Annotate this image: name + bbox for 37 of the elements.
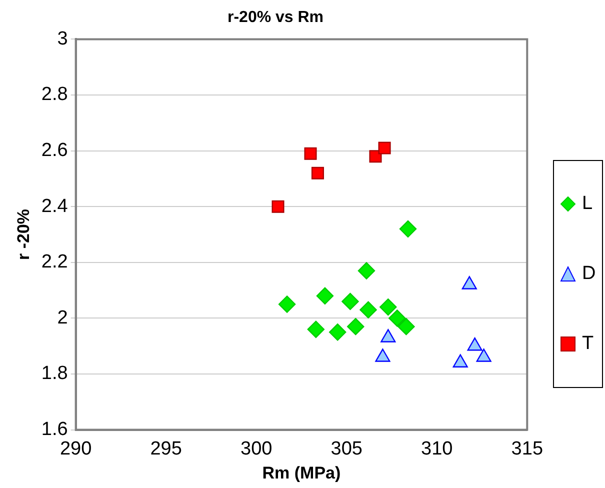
point bbox=[316, 287, 334, 304]
point bbox=[307, 320, 325, 338]
point bbox=[360, 301, 377, 318]
y-tick-label: 1.8 bbox=[41, 363, 68, 384]
chart-title: r-20% vs Rm bbox=[227, 9, 324, 26]
point bbox=[388, 310, 406, 327]
y-tick-label: 3 bbox=[57, 28, 68, 50]
point bbox=[328, 324, 346, 341]
x-tick-label: 315 bbox=[511, 438, 543, 460]
y-tick-label: 2.8 bbox=[41, 84, 68, 106]
point bbox=[369, 150, 382, 163]
point bbox=[358, 262, 376, 280]
legend-label: T bbox=[582, 333, 594, 355]
x-tick-label: 295 bbox=[150, 438, 182, 460]
point bbox=[278, 296, 296, 313]
x-tick-label: 290 bbox=[60, 438, 92, 460]
legend-label: D bbox=[582, 263, 596, 285]
point bbox=[380, 298, 397, 316]
point bbox=[347, 318, 364, 336]
x-tick-label: 300 bbox=[240, 438, 272, 460]
point bbox=[342, 292, 359, 310]
point bbox=[399, 220, 417, 238]
point bbox=[304, 147, 317, 160]
y-tick-label: 2 bbox=[57, 307, 68, 328]
x-tick-label: 305 bbox=[330, 438, 362, 460]
point bbox=[378, 142, 391, 154]
x-axis-title: Rm (MPa) bbox=[262, 463, 341, 482]
x-tick-label: 310 bbox=[421, 438, 453, 460]
y-axis-title: r -20% bbox=[14, 208, 33, 260]
y-tick-label: 2.2 bbox=[41, 252, 68, 273]
legend-label: L bbox=[582, 193, 593, 215]
point bbox=[311, 166, 324, 180]
y-tick-label: 2.6 bbox=[41, 140, 68, 162]
point bbox=[272, 200, 284, 213]
point bbox=[398, 318, 415, 336]
y-tick-label: 2.4 bbox=[41, 196, 68, 217]
y-tick-label: 1.6 bbox=[41, 419, 68, 440]
